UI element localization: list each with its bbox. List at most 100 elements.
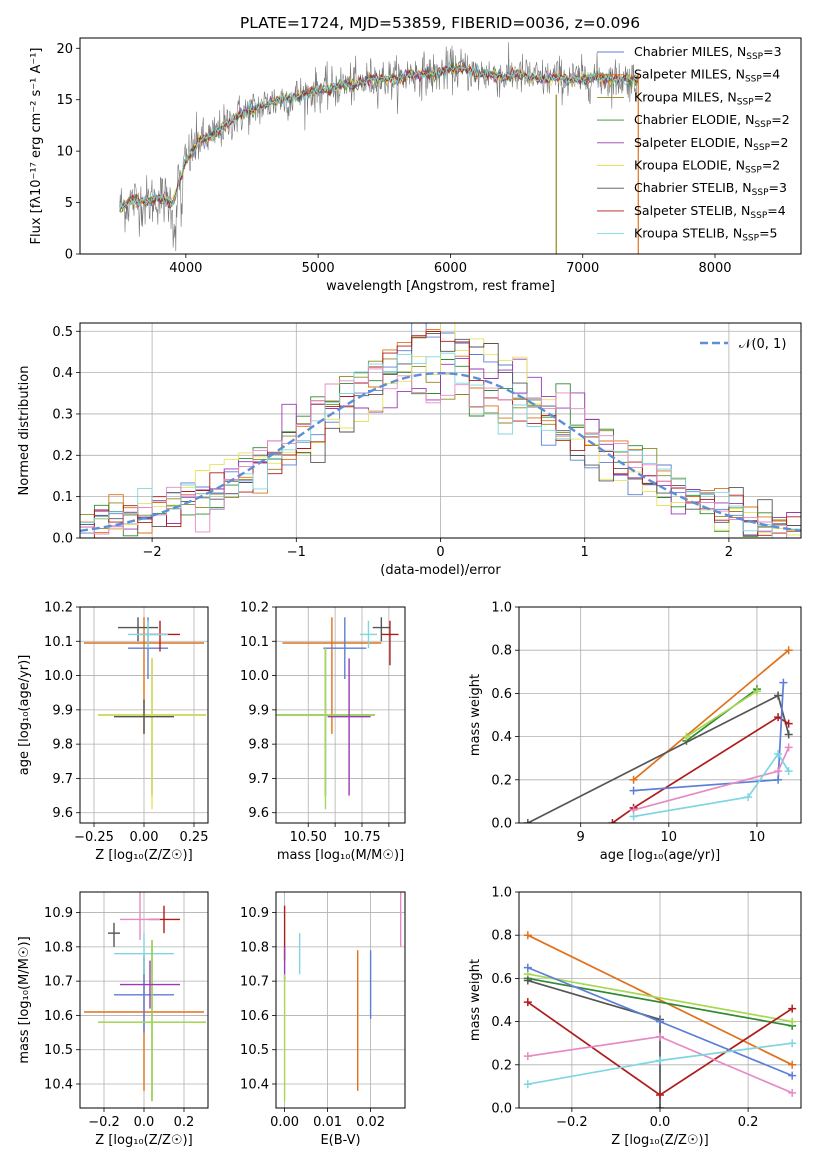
x-axis-label: (data-model)/error xyxy=(380,563,501,578)
x-axis-label: E(B-V) xyxy=(320,1133,360,1148)
histogram-step-6 xyxy=(80,332,801,527)
axes-frame xyxy=(79,606,209,824)
legend-label-tail: =3 xyxy=(763,44,781,59)
figure-title: PLATE=1724, MJD=53859, FIBERID=0036, z=0… xyxy=(240,14,640,32)
errorbar-point xyxy=(114,699,174,734)
y-tick-label: 0.5 xyxy=(52,325,73,340)
y-tick-label: 10.1 xyxy=(240,635,269,650)
legend-label-tail: =2 xyxy=(771,112,789,127)
legend-label: Chabrier MILES, NSSP=3 xyxy=(634,44,782,62)
axes-frame xyxy=(275,606,406,824)
weight-line-3 xyxy=(527,979,661,1108)
x-tick-label: 0.2 xyxy=(738,1115,759,1130)
y-tick-label: 9.7 xyxy=(52,772,73,787)
y-tick-label: 9.6 xyxy=(248,806,269,821)
y-tick-label: 0.2 xyxy=(52,449,73,464)
weight-marker xyxy=(608,819,617,823)
weight-line-2 xyxy=(527,973,793,1023)
weight-marker xyxy=(656,1032,664,1041)
legend-label-main: Salpeter MILES, N xyxy=(634,67,745,82)
axes: −0.2 0.0 0.2 0.0 0.2 0.4 0.6 0.8 1.0 Z [log₁₀(Z/Z… xyxy=(468,886,758,1149)
legend-label-sub: SSP xyxy=(745,75,762,85)
panel-weight-vs-age: 9 10 10 0.0 0.2 0.4 0.6 0.8 1.0 age [log₁₀(age/yr… xyxy=(468,601,802,863)
errorbar-point xyxy=(108,922,120,947)
y-tick-label: 0.8 xyxy=(491,929,512,944)
x-tick-label: 0.02 xyxy=(356,1115,385,1130)
weight-marker xyxy=(656,1091,664,1100)
x-axis-label: mass [log₁₀(M/M☉)] xyxy=(277,848,404,863)
axes-frame xyxy=(275,891,406,1109)
x-tick-label: 10.75 xyxy=(343,830,380,845)
x-tick-label: 1 xyxy=(581,545,589,560)
y-tick-label: 0.0 xyxy=(491,817,512,832)
y-axis-label: Normed distribution xyxy=(17,366,32,496)
x-tick-label: 10 xyxy=(749,830,766,845)
y-tick-label: 10.8 xyxy=(240,940,269,955)
weight-marker xyxy=(523,998,532,1007)
y-axis-label: mass [log₁₀(M/M☉)] xyxy=(17,936,32,1063)
weight-marker xyxy=(788,1071,797,1080)
axes-frame xyxy=(518,606,802,824)
axes-frame xyxy=(79,891,209,1109)
weight-line-0 xyxy=(633,649,790,781)
x-tick-label: 0.0 xyxy=(650,1115,671,1130)
y-axis-label: mass weight xyxy=(468,959,483,1041)
y-tick-label: 9.9 xyxy=(52,703,73,718)
legend-label-sub: SSP xyxy=(737,97,754,107)
panel-mass-vs-EBV: 0.00 0.01 0.02 10.4 10.5 10.6 10.7 10.8 10.9 E(B-… xyxy=(240,891,406,1148)
weight-marker xyxy=(774,767,783,776)
model-line-5 xyxy=(119,66,639,212)
weight-marker xyxy=(784,767,793,776)
y-tick-label: 10.4 xyxy=(240,1078,269,1093)
y-tick-label: 0.1 xyxy=(52,490,73,505)
x-tick-label: 0.0 xyxy=(134,1115,155,1130)
y-tick-label: 0.4 xyxy=(52,366,73,381)
y-tick-label: 0.6 xyxy=(491,687,512,702)
legend-label-sub: SSP xyxy=(750,211,767,221)
legend-label-sub: SSP xyxy=(745,166,762,176)
x-axis-label: age [log₁₀(age/yr)] xyxy=(600,848,721,863)
y-tick-label: 10.2 xyxy=(44,601,73,616)
y-axis-label: age [log₁₀(age/yr)] xyxy=(17,655,32,776)
y-tick-label: 10.9 xyxy=(240,906,269,921)
y-tick-label: 9.9 xyxy=(248,703,269,718)
x-axis-label: wavelength [Angstrom, rest frame] xyxy=(326,279,555,294)
y-tick-label: 0.2 xyxy=(491,773,512,788)
legend-label-main: Salpeter ELODIE, N xyxy=(634,135,753,150)
legend-label-main: Kroupa ELODIE, N xyxy=(634,158,745,173)
histogram-step-4 xyxy=(80,358,801,536)
legend-label-sub: SSP xyxy=(746,52,763,62)
x-axis-label: Z [log₁₀(Z/Z☉)] xyxy=(611,1133,708,1148)
gaussian-reference-line xyxy=(80,371,801,532)
weight-marker xyxy=(629,775,638,784)
y-tick-label: 10 xyxy=(56,145,73,160)
errorbar-point xyxy=(120,892,160,940)
x-tick-label: −0.2 xyxy=(556,1115,588,1130)
x-tick-label: 0.00 xyxy=(130,830,159,845)
weight-marker xyxy=(784,743,793,752)
y-tick-label: 10.9 xyxy=(44,906,73,921)
legend-label: Salpeter STELIB, NSSP=4 xyxy=(634,203,786,221)
y-tick-label: 10.2 xyxy=(240,601,269,616)
legend-label-main: Chabrier STELIB, N xyxy=(634,180,752,195)
y-tick-label: 0.2 xyxy=(491,1058,512,1073)
y-tick-label: 10.7 xyxy=(240,975,269,990)
y-axis-label: Flux [fλ10⁻¹⁷ erg cm⁻² s⁻¹ A⁻¹] xyxy=(29,48,44,245)
axes: 10.50 10.75 9.6 9.7 9.8 9.9 10.0 10.1 10.2 mass [… xyxy=(240,601,404,864)
axes-frame xyxy=(79,322,802,539)
errorbar-point xyxy=(118,617,158,642)
errorbar-point xyxy=(98,940,206,1102)
weight-marker xyxy=(774,775,783,784)
plot-area xyxy=(519,892,801,1108)
model-line-8 xyxy=(119,61,639,211)
weight-marker xyxy=(523,976,532,985)
y-tick-label: 1.0 xyxy=(491,601,512,616)
panel-spectrum: 4000 5000 6000 7000 8000 0 5 10 15 20 wavelength [… xyxy=(29,37,802,294)
legend-label-tail: =3 xyxy=(769,180,787,195)
y-tick-label: 0.0 xyxy=(52,532,73,547)
weight-marker xyxy=(523,1080,532,1089)
x-tick-label: −0.25 xyxy=(74,830,114,845)
x-tick-label: 4000 xyxy=(169,261,202,276)
y-tick-label: 10.0 xyxy=(240,669,269,684)
errorbar-point xyxy=(276,648,375,810)
